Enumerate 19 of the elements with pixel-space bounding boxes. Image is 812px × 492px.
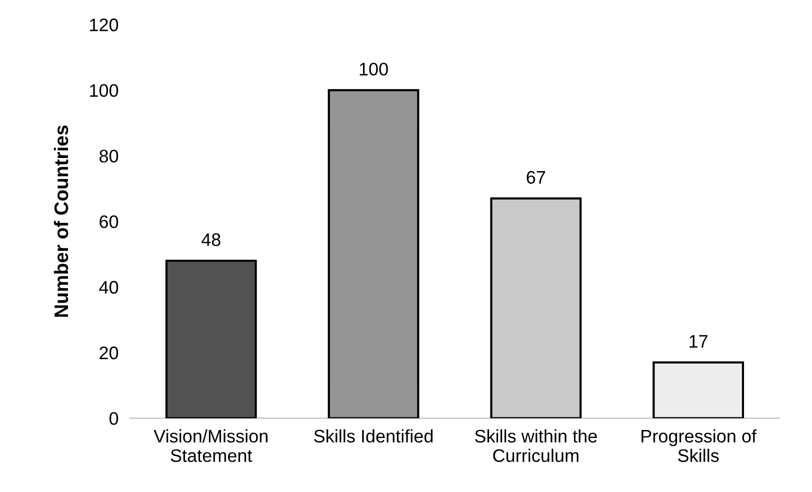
y-tick-label: 40 — [99, 280, 118, 294]
x-tick-label: Skills within the Curriculum — [475, 429, 597, 462]
x-tick-label: Vision/Mission Statement — [154, 429, 268, 462]
data-label: 67 — [526, 170, 546, 184]
x-tick-label: Progression of Skills — [642, 429, 757, 462]
bar — [328, 89, 420, 418]
y-tick-label: 60 — [100, 215, 118, 228]
data-label: 48 — [201, 233, 220, 246]
data-label: 100 — [360, 62, 388, 76]
y-tick-label: 100 — [90, 84, 118, 97]
y-tick-label: 20 — [100, 346, 118, 360]
data-label: 17 — [690, 335, 708, 348]
y-axis-title: Number of Countries — [54, 126, 68, 317]
y-tick-label: 0 — [109, 412, 118, 425]
x-tick-label: Skills Identified — [314, 429, 433, 443]
y-tick-label: 80 — [100, 150, 118, 163]
y-tick-label: 120 — [90, 18, 118, 32]
bar — [652, 361, 744, 418]
bar — [165, 260, 257, 418]
